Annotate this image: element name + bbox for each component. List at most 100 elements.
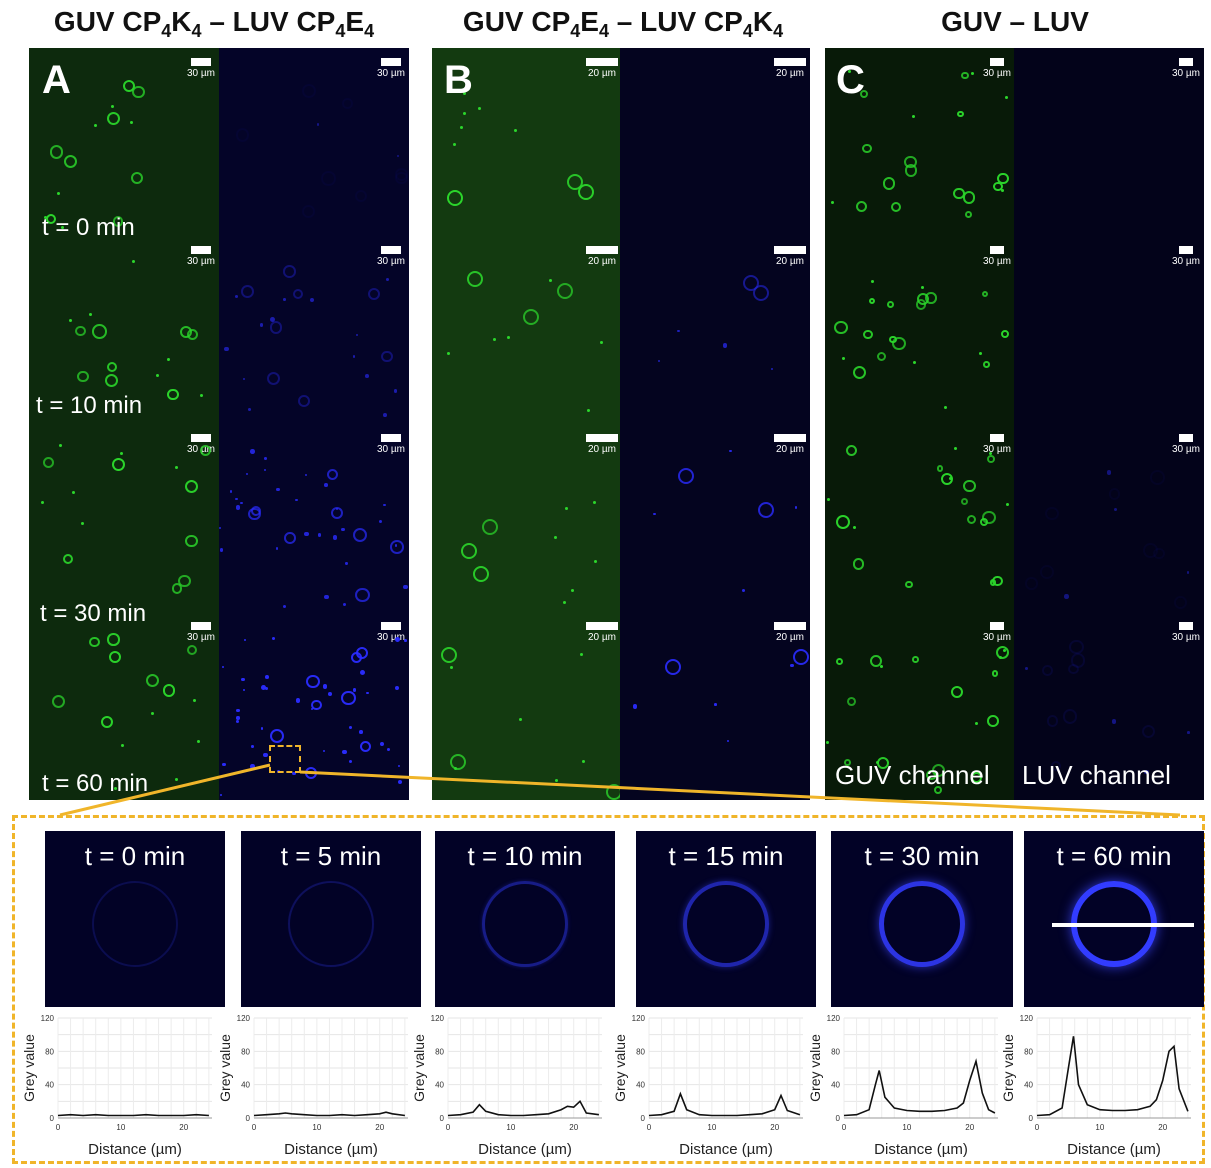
guv-dot [459,125,463,129]
luv-dot [403,584,408,590]
luv-dot [235,720,239,724]
scale-bar: 30 µm [187,622,215,643]
luv-dot [383,504,386,507]
image-tile-a-luv-1: 30 µm [219,236,409,424]
scale-bar-label: 30 µm [377,444,405,455]
luv-dot [1113,507,1117,511]
guv-vesicle [75,325,86,337]
luv-dot [224,346,229,352]
guv-dot [999,656,1003,660]
scale-bar: 20 µm [586,246,618,267]
guv-dot [562,600,566,604]
luv-dot [343,602,347,607]
luv-ring [1062,709,1078,724]
luv-ring [1150,470,1165,486]
scale-bar-label: 30 µm [1172,632,1200,643]
luv-dot [222,762,226,767]
scale-bar: 30 µm [983,434,1011,455]
scale-bar: 20 µm [774,58,806,79]
luv-ring [1025,577,1038,590]
luv-ring [341,690,356,706]
x-axis-label: Distance (µm) [874,1141,968,1158]
guv-dot [200,393,204,397]
guv-vesicle [890,201,902,213]
guv-vesicle [88,636,100,648]
panel-letter-c: C [836,58,865,102]
luv-ring [235,128,250,142]
guv-vesicle [50,145,64,159]
luv-dot [342,749,347,755]
x-tick-label: 20 [1158,1123,1167,1132]
luv-dot [398,779,403,785]
luv-ring [793,649,810,666]
luv-dot [714,703,717,706]
guv-vesicle [982,510,997,525]
panel-b-title: GUV CP4E4 – LUV CP4K4 [462,6,784,41]
luv-ring [381,350,393,363]
zoom-vesicle-ring [879,881,965,967]
scale-bar-label: 30 µm [377,632,405,643]
luv-ring [1174,596,1187,609]
grey-profile-chart-1: 0 40 80 120 0 10 20 Distance (µm) Grey value [217,1014,408,1158]
luv-dot [386,747,390,751]
x-tick-label: 10 [707,1123,716,1132]
guv-vesicle [882,177,896,190]
luv-ring [1069,639,1084,655]
guv-vesicle [167,389,179,401]
guv-dot [88,313,92,317]
y-tick-label: 40 [1024,1081,1033,1090]
y-tick-label: 40 [435,1081,444,1090]
luv-dot [366,691,370,695]
guv-dot [131,259,135,263]
luv-dot [677,329,680,333]
guv-vesicle [981,290,989,298]
time-label-30: t = 30 min [40,600,147,627]
guv-vesicle [852,366,867,380]
luv-ring [297,395,310,407]
guv-vesicle [1001,330,1010,339]
luv-dot [304,474,307,477]
luv-dot [1187,731,1190,734]
guv-vesicle [186,644,198,656]
time-label-10: t = 10 min [36,392,143,419]
luv-dot [249,449,255,455]
luv-dot [653,512,656,516]
luv-dot [245,472,248,475]
panel-c-title: GUV – LUV [941,6,1089,37]
scale-bar-label: 20 µm [588,632,616,643]
guv-vesicle [107,633,120,646]
guv-vesicle [870,654,882,667]
y-tick-label: 80 [1024,1047,1033,1056]
guv-dot [953,447,957,451]
luv-dot [234,294,239,298]
guv-vesicle [440,646,457,663]
luv-ring [311,699,322,711]
guv-dot [853,525,857,529]
zoom-time-label: t = 30 min [864,841,980,871]
guv-vesicle [925,292,937,304]
guv-vesicle [101,715,114,728]
luv-dot [261,685,267,691]
guv-vesicle [957,110,965,118]
guv-vesicle [993,181,1004,192]
guv-dot [911,114,915,118]
scale-bar-label: 30 µm [187,68,215,79]
luv-ring [677,467,694,484]
guv-vesicle [995,646,1010,660]
guv-vesicle [112,216,124,227]
guv-channel-label: GUV channel [835,760,990,790]
guv-vesicle [556,283,573,300]
guv-dot [155,373,159,377]
image-tile-c-luv-0: 30 µm [1014,48,1204,236]
image-tile-b-guv-3: 20 µm [432,612,622,800]
guv-dot [871,279,875,283]
luv-dot [1064,594,1069,599]
guv-vesicle [577,184,594,201]
guv-vesicle [179,325,192,339]
guv-dot [848,70,851,74]
scale-bar: 20 µm [586,434,618,455]
image-tile-b-guv-1: 20 µm [432,236,622,424]
guv-vesicle [45,213,57,225]
guv-dot [978,352,982,356]
image-tile-c-guv-2: 30 µm [825,424,1015,612]
